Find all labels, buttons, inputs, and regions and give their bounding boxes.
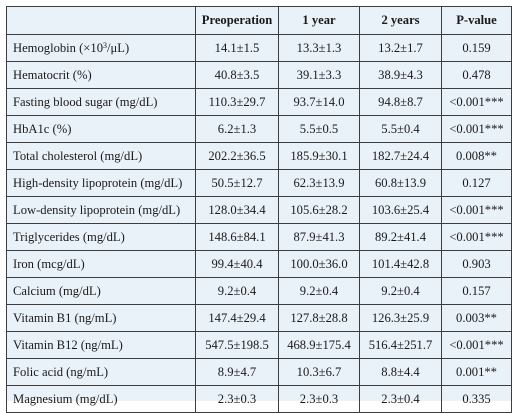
cell-1-year: 93.7±14.0 [278,88,360,116]
cell-preoperation: 547.5±198.5 [195,331,279,359]
cell-1-year: 13.3±1.3 [278,34,360,62]
cell-preoperation: 14.1±1.5 [195,34,279,62]
cell-preoperation: 8.9±4.7 [195,358,279,386]
cell-1-year: 100.0±36.0 [278,250,360,278]
cell-preoperation: 6.2±1.3 [195,115,279,143]
cell-preoperation: 128.0±34.4 [195,196,279,224]
cell-p-value: 0.001** [441,358,512,386]
cell-2-years: 9.2±0.4 [359,277,442,305]
cell-2-years: 60.8±13.9 [359,169,442,197]
cell-p-value: 0.478 [441,61,512,89]
cell-p-value: 0.003** [441,304,512,332]
row-label: Hematocrit (%) [6,61,196,89]
cell-p-value: 0.335 [441,385,512,413]
row-label-text: Hemoglobin (×10 [13,40,104,55]
cell-2-years: 103.6±25.4 [359,196,442,224]
cell-p-value: 0.159 [441,34,512,62]
table-row: Fasting blood sugar (mg/dL) 110.3±29.7 9… [6,88,512,116]
row-label: Magnesium (mg/dL) [6,385,196,413]
cell-1-year: 2.3±0.3 [278,385,360,413]
table-row: Hematocrit (%) 40.8±3.5 39.1±3.3 38.9±4.… [6,61,512,89]
cell-p-value: 0.008** [441,142,512,170]
table-row: High-density lipoprotein (mg/dL) 50.5±12… [6,169,512,197]
row-label: Iron (mcg/dL) [6,250,196,278]
row-label-unit-tail: /μL) [107,40,130,55]
cell-1-year: 87.9±41.3 [278,223,360,251]
row-label: Calcium (mg/dL) [6,277,196,305]
table-row: Iron (mcg/dL) 99.4±40.4 100.0±36.0 101.4… [6,250,512,278]
cell-preoperation: 147.4±29.4 [195,304,279,332]
row-label: Fasting blood sugar (mg/dL) [6,88,196,116]
cell-1-year: 9.2±0.4 [278,277,360,305]
cell-1-year: 185.9±30.1 [278,142,360,170]
cell-2-years: 126.3±25.9 [359,304,442,332]
cell-2-years: 8.8±4.4 [359,358,442,386]
cell-1-year: 127.8±28.8 [278,304,360,332]
cell-preoperation: 99.4±40.4 [195,250,279,278]
table-row: Folic acid (ng/mL) 8.9±4.7 10.3±6.7 8.8±… [6,358,512,386]
cell-1-year: 10.3±6.7 [278,358,360,386]
cell-1-year: 39.1±3.3 [278,61,360,89]
cell-1-year: 62.3±13.9 [278,169,360,197]
header-cell-1-year: 1 year [278,6,360,35]
cell-p-value: <0.001*** [441,223,512,251]
cell-p-value: <0.001*** [441,331,512,359]
cell-preoperation: 50.5±12.7 [195,169,279,197]
row-label: HbA1c (%) [6,115,196,143]
cell-1-year: 468.9±175.4 [278,331,360,359]
cell-preoperation: 148.6±84.1 [195,223,279,251]
cell-preoperation: 40.8±3.5 [195,61,279,89]
row-label: Triglycerides (mg/dL) [6,223,196,251]
cell-preoperation: 2.3±0.3 [195,385,279,413]
row-label: Vitamin B12 (ng/mL) [6,331,196,359]
table-row: Calcium (mg/dL) 9.2±0.4 9.2±0.4 9.2±0.4 … [6,277,512,305]
table-row: Low-density lipoprotein (mg/dL) 128.0±34… [6,196,512,224]
table-header-row: Preoperation 1 year 2 years P-value [6,6,512,35]
cell-p-value: 0.127 [441,169,512,197]
cell-p-value: <0.001*** [441,196,512,224]
row-label-superscript: 3 [103,40,108,50]
header-cell-preoperation: Preoperation [195,6,279,35]
table-row: Total cholesterol (mg/dL) 202.2±36.5 185… [6,142,512,170]
lab-results-table-container: Preoperation 1 year 2 years P-value Hemo… [6,6,512,413]
cell-preoperation: 9.2±0.4 [195,277,279,305]
cell-2-years: 89.2±41.4 [359,223,442,251]
table-row: Vitamin B1 (ng/mL) 147.4±29.4 127.8±28.8… [6,304,512,332]
row-label: Low-density lipoprotein (mg/dL) [6,196,196,224]
table-row: Magnesium (mg/dL) 2.3±0.3 2.3±0.3 2.3±0.… [6,385,512,413]
cell-preoperation: 110.3±29.7 [195,88,279,116]
cell-1-year: 5.5±0.5 [278,115,360,143]
cell-2-years: 38.9±4.3 [359,61,442,89]
table-row: HbA1c (%) 6.2±1.3 5.5±0.5 5.5±0.4 <0.001… [6,115,512,143]
row-label: Total cholesterol (mg/dL) [6,142,196,170]
cell-2-years: 94.8±8.7 [359,88,442,116]
table-row: Triglycerides (mg/dL) 148.6±84.1 87.9±41… [6,223,512,251]
cell-preoperation: 202.2±36.5 [195,142,279,170]
lab-results-table: Preoperation 1 year 2 years P-value Hemo… [6,6,512,413]
row-label: Hemoglobin (×103/μL) [6,34,196,62]
row-label: High-density lipoprotein (mg/dL) [6,169,196,197]
header-cell-p-value: P-value [441,6,512,35]
cell-1-year: 105.6±28.2 [278,196,360,224]
cell-2-years: 101.4±42.8 [359,250,442,278]
cell-2-years: 2.3±0.4 [359,385,442,413]
cell-2-years: 182.7±24.4 [359,142,442,170]
row-label: Folic acid (ng/mL) [6,358,196,386]
cell-p-value: <0.001*** [441,88,512,116]
header-cell-2-years: 2 years [359,6,442,35]
header-cell-parameter [6,6,196,35]
cell-2-years: 13.2±1.7 [359,34,442,62]
cell-p-value: 0.157 [441,277,512,305]
table-row: Hemoglobin (×103/μL) 14.1±1.5 13.3±1.3 1… [6,34,512,62]
cell-2-years: 516.4±251.7 [359,331,442,359]
cell-p-value: <0.001*** [441,115,512,143]
cell-2-years: 5.5±0.4 [359,115,442,143]
row-label: Vitamin B1 (ng/mL) [6,304,196,332]
cell-p-value: 0.903 [441,250,512,278]
table-row: Vitamin B12 (ng/mL) 547.5±198.5 468.9±17… [6,331,512,359]
